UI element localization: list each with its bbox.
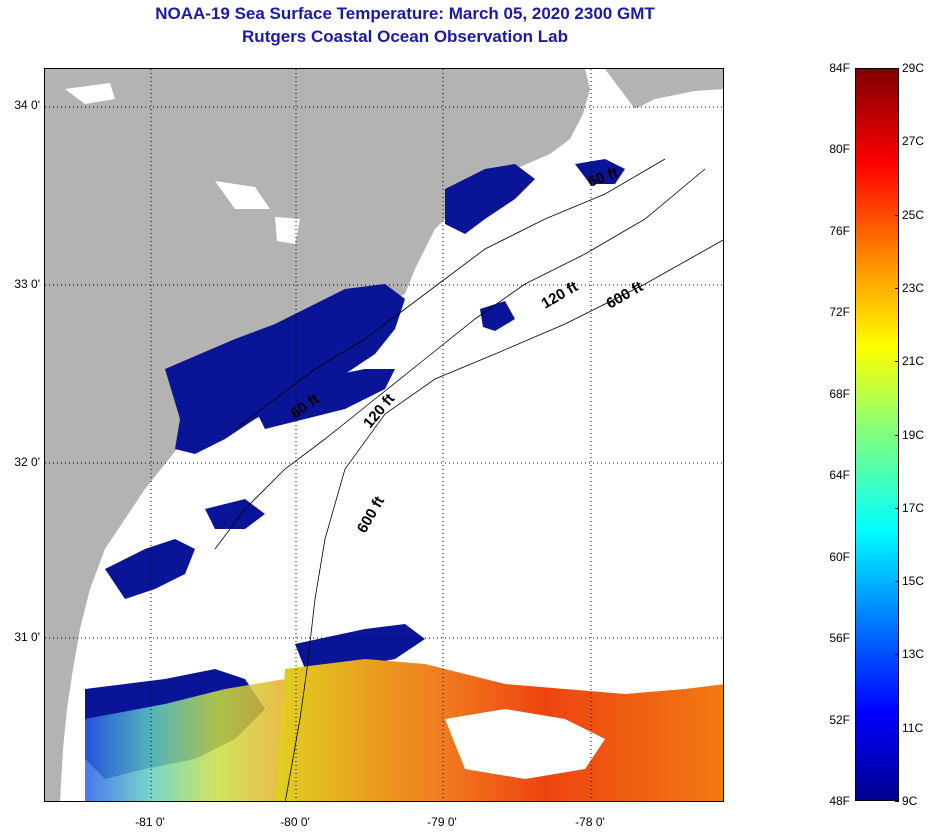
lon-label-81: -81 0' <box>135 815 165 829</box>
cloud-patch <box>445 709 605 779</box>
cloud-on-land <box>65 83 300 244</box>
lat-label-32: 32 0' <box>14 455 40 469</box>
colorbar-tick <box>895 581 899 583</box>
lat-label-34: 34 0' <box>14 98 40 112</box>
mixed-water <box>85 679 305 801</box>
colorbar-tick <box>895 434 899 436</box>
colorbar-label-f: 60F <box>829 549 850 564</box>
colorbar-label-c: 15C <box>902 574 925 589</box>
colorbar-label-c: 17C <box>902 500 925 515</box>
map-title: NOAA-19 Sea Surface Temperature: March 0… <box>155 4 655 23</box>
sst-map: 60 ft 120 ft 600 ft 120 ft 600 ft 60 ft <box>44 68 724 802</box>
colorbar-label-c: 13C <box>902 647 925 662</box>
sst-map-image: 60 ft 120 ft 600 ft 120 ft 600 ft 60 ft <box>45 69 723 801</box>
temperature-colorbar <box>855 68 899 801</box>
lat-label-31: 31 0' <box>14 630 40 644</box>
colorbar-tick <box>895 727 899 729</box>
colorbar-tick <box>895 141 899 143</box>
colorbar-label-f: 56F <box>829 631 850 646</box>
colorbar-label-f: 48F <box>829 794 850 808</box>
colorbar-tick <box>895 361 899 363</box>
colorbar-label-f: 80F <box>829 142 850 157</box>
land-ne <box>605 69 723 109</box>
colorbar-label-c: 23C <box>902 280 925 295</box>
colorbar-tick <box>895 507 899 509</box>
land-mass <box>45 69 590 801</box>
lon-label-78: -78 0' <box>575 815 605 829</box>
colorbar-label-c: 29C <box>902 61 925 75</box>
depth-contours <box>214 158 723 801</box>
colorbar-label-c: 25C <box>902 207 925 222</box>
lat-label-33: 33 0' <box>14 277 40 291</box>
contour-label-600ft-1: 600 ft <box>604 278 646 312</box>
lon-label-79: -79 0' <box>427 815 457 829</box>
colorbar-tick <box>895 214 899 216</box>
colorbar-tick <box>895 68 899 69</box>
colorbar-label-c: 11C <box>902 720 924 735</box>
colorbar-label-f: 68F <box>829 386 850 401</box>
colorbar-label-c: 19C <box>902 427 925 442</box>
colorbar-tick <box>895 801 899 802</box>
lon-label-80: -80 0' <box>280 815 310 829</box>
colorbar-label-c: 9C <box>902 794 918 808</box>
colorbar-tick <box>895 287 899 289</box>
colorbar-label-c: 21C <box>902 354 925 369</box>
colorbar-label-f: 52F <box>829 712 850 727</box>
colorbar-label-f: 84F <box>829 61 850 75</box>
colorbar-label-f: 76F <box>829 223 850 238</box>
graticule <box>45 69 723 801</box>
map-subtitle: Rutgers Coastal Ocean Observation Lab <box>242 27 568 46</box>
contour-label-600ft-2: 600 ft <box>354 494 388 536</box>
colorbar-label-f: 64F <box>829 468 850 483</box>
colorbar-label-f: 72F <box>829 305 850 320</box>
contour-label-120ft-1: 120 ft <box>539 278 581 312</box>
colorbar-tick <box>895 654 899 656</box>
colorbar-label-c: 27C <box>902 134 925 149</box>
